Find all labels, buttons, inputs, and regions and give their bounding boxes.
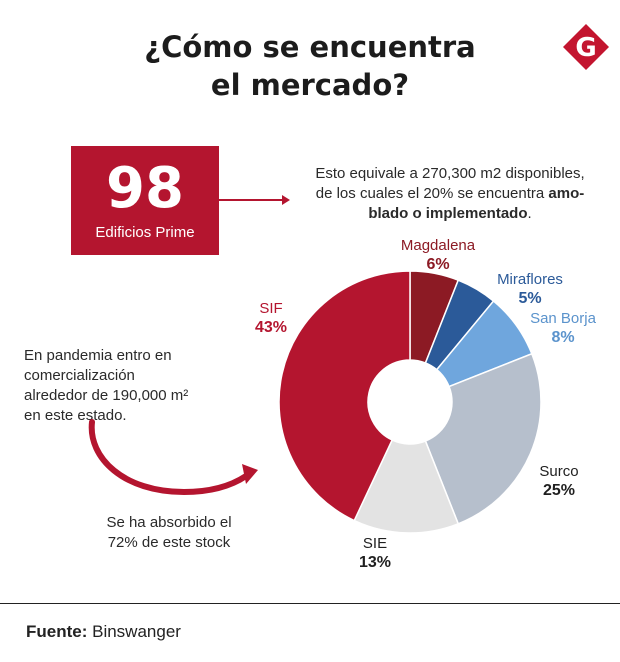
logo-letter: G xyxy=(575,33,596,63)
absorbed-note: Se ha absorbido el 72% de este stock xyxy=(106,514,232,551)
slice-name-label: Magdalena xyxy=(401,237,476,254)
stat-number: 98 xyxy=(106,156,184,221)
slice-value-label: 8% xyxy=(551,329,574,346)
slice-name-label: San Borja xyxy=(530,310,597,327)
connector-arrow-icon xyxy=(218,195,290,205)
slice-sie xyxy=(353,439,460,534)
info-text: Esto equivale a 270,300 m2 disponibles, … xyxy=(300,164,600,224)
info-line-1: Esto equivale a 270,300 m2 disponibles, xyxy=(315,165,585,182)
slice-name-label: SIF xyxy=(259,300,282,317)
slice-value-label: 43% xyxy=(255,319,287,336)
slice-name-label: Miraflores xyxy=(497,271,563,288)
slice-value-label: 13% xyxy=(359,554,391,571)
info-line-2: de los cuales el 20% se encuentra amo- xyxy=(315,185,585,202)
curved-arrow-icon xyxy=(88,419,258,496)
page-title: ¿Cómo se encuentra el mercado? xyxy=(60,28,560,104)
slice-value-label: 25% xyxy=(543,482,575,499)
slice-surco xyxy=(424,352,542,525)
footer-divider xyxy=(0,603,620,604)
slice-value-label: 6% xyxy=(426,256,449,273)
slice-value-label: 5% xyxy=(518,290,541,307)
slice-sif xyxy=(278,270,411,522)
info-line-3: blado o implementado. xyxy=(368,205,532,222)
stat-label: Edificios Prime xyxy=(95,224,195,241)
gestion-logo: G xyxy=(563,24,609,70)
title-line-2: el mercado? xyxy=(210,68,410,102)
pandemic-note: En pandemia entro en comercialización al… xyxy=(24,347,189,424)
slice-name-label: Surco xyxy=(539,463,578,480)
source-note: Fuente: Binswanger xyxy=(26,622,181,641)
slice-name-label: SIE xyxy=(363,535,387,552)
stat-box: 98 Edificios Prime xyxy=(71,146,219,255)
title-line-1: ¿Cómo se encuentra xyxy=(144,30,476,64)
